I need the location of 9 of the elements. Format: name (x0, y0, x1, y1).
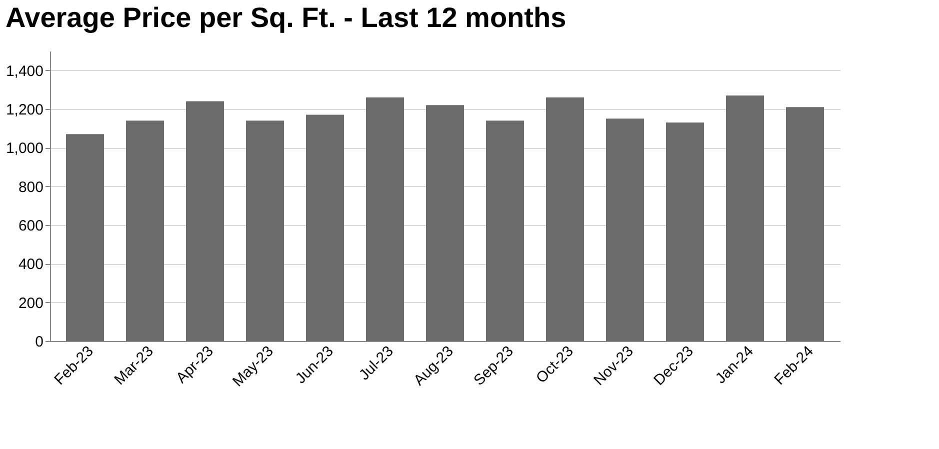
y-tick-label: 200 (18, 294, 44, 312)
chart-title: Average Price per Sq. Ft. - Last 12 months (5, 2, 566, 33)
y-tick-label: 800 (18, 178, 44, 196)
y-tick-label: 0 (35, 334, 44, 350)
y-tick-label: 400 (18, 256, 44, 274)
y-tick-label: 1,400 (6, 62, 44, 80)
y-tick-label: 600 (18, 218, 44, 234)
y-tick-label: 1,200 (6, 102, 44, 118)
y-tick-label: 1,000 (6, 140, 44, 158)
